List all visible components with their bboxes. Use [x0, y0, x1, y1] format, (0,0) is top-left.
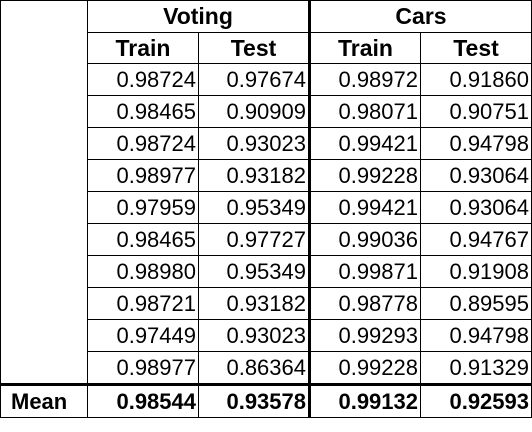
mean-cars-test: 0.92593 — [420, 383, 532, 418]
row-label-blank — [0, 191, 88, 224]
row-label-blank — [0, 223, 88, 256]
cell-voting-train: 0.98977 — [87, 351, 199, 385]
cell-voting-train: 0.97449 — [87, 319, 199, 352]
cell-voting-test: 0.95349 — [198, 191, 310, 224]
table-row: 0.98721 0.93182 0.98778 0.89595 — [0, 287, 532, 320]
cell-voting-test: 0.93182 — [198, 287, 310, 320]
cell-voting-test: 0.95349 — [198, 255, 310, 288]
row-label-blank — [0, 287, 88, 320]
group-header-cars: Cars — [308, 0, 532, 33]
row-label-blank — [0, 32, 88, 64]
cell-voting-train: 0.98721 — [87, 287, 199, 320]
row-label-blank — [0, 351, 88, 385]
mean-voting-test: 0.93578 — [198, 383, 310, 418]
cell-cars-test: 0.93064 — [420, 191, 532, 224]
cell-voting-test: 0.97674 — [198, 63, 310, 96]
table-row: 0.98977 0.86364 0.99228 0.91329 — [0, 351, 532, 385]
row-label-blank — [0, 319, 88, 352]
mean-label: Mean — [0, 383, 88, 418]
cell-cars-train: 0.99871 — [308, 255, 421, 288]
cell-cars-test: 0.91908 — [420, 255, 532, 288]
row-label-blank — [0, 255, 88, 288]
row-label-blank — [0, 63, 88, 96]
cell-voting-test: 0.93023 — [198, 127, 310, 160]
table-row: 0.98980 0.95349 0.99871 0.91908 — [0, 255, 532, 288]
row-label-blank — [0, 95, 88, 128]
results-table: Voting Cars Train Test Train Test 0.9872… — [0, 0, 532, 418]
cell-voting-test: 0.93182 — [198, 159, 310, 192]
cell-cars-train: 0.99421 — [308, 127, 421, 160]
split-header-voting-train: Train — [87, 32, 199, 64]
split-header-cars-train: Train — [308, 32, 421, 64]
cell-voting-train: 0.98724 — [87, 127, 199, 160]
cell-cars-test: 0.91329 — [420, 351, 532, 385]
cell-voting-train: 0.98465 — [87, 223, 199, 256]
cell-cars-test: 0.94798 — [420, 319, 532, 352]
cell-voting-test: 0.97727 — [198, 223, 310, 256]
table-row: 0.98465 0.90909 0.98071 0.90751 — [0, 95, 532, 128]
split-header-row: Train Test Train Test — [0, 32, 532, 64]
cell-cars-test: 0.94798 — [420, 127, 532, 160]
cell-cars-train: 0.98972 — [308, 63, 421, 96]
cell-cars-train: 0.98778 — [308, 287, 421, 320]
cell-cars-train: 0.99036 — [308, 223, 421, 256]
cell-cars-test: 0.93064 — [420, 159, 532, 192]
mean-voting-train: 0.98544 — [87, 383, 199, 418]
group-header-row: Voting Cars — [0, 0, 532, 33]
table-row: 0.97959 0.95349 0.99421 0.93064 — [0, 191, 532, 224]
row-label-blank — [0, 159, 88, 192]
corner-cell — [0, 0, 88, 33]
cell-voting-train: 0.97959 — [87, 191, 199, 224]
cell-cars-test: 0.89595 — [420, 287, 532, 320]
cell-voting-test: 0.86364 — [198, 351, 310, 385]
cell-voting-train: 0.98977 — [87, 159, 199, 192]
cell-cars-test: 0.94767 — [420, 223, 532, 256]
mean-cars-train: 0.99132 — [308, 383, 421, 418]
cell-cars-train: 0.99293 — [308, 319, 421, 352]
cell-cars-train: 0.98071 — [308, 95, 421, 128]
cell-voting-train: 0.98465 — [87, 95, 199, 128]
cell-cars-train: 0.99228 — [308, 159, 421, 192]
mean-row: Mean 0.98544 0.93578 0.99132 0.92593 — [0, 383, 532, 418]
table-row: 0.98724 0.93023 0.99421 0.94798 — [0, 127, 532, 160]
row-label-blank — [0, 127, 88, 160]
cell-voting-test: 0.90909 — [198, 95, 310, 128]
cell-cars-test: 0.90751 — [420, 95, 532, 128]
table-row: 0.97449 0.93023 0.99293 0.94798 — [0, 319, 532, 352]
split-header-cars-test: Test — [420, 32, 532, 64]
split-header-voting-test: Test — [198, 32, 310, 64]
cell-cars-test: 0.91860 — [420, 63, 532, 96]
cell-voting-train: 0.98980 — [87, 255, 199, 288]
cell-voting-train: 0.98724 — [87, 63, 199, 96]
group-header-voting: Voting — [87, 0, 310, 33]
cell-voting-test: 0.93023 — [198, 319, 310, 352]
cell-cars-train: 0.99228 — [308, 351, 421, 385]
table-row: 0.98977 0.93182 0.99228 0.93064 — [0, 159, 532, 192]
cell-cars-train: 0.99421 — [308, 191, 421, 224]
table-row: 0.98465 0.97727 0.99036 0.94767 — [0, 223, 532, 256]
table-row: 0.98724 0.97674 0.98972 0.91860 — [0, 63, 532, 96]
